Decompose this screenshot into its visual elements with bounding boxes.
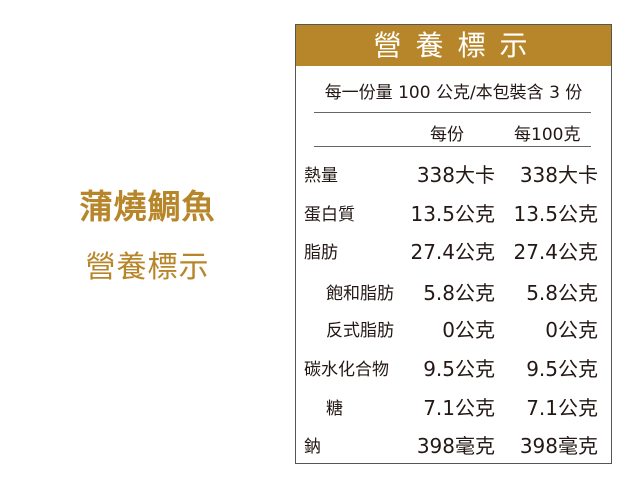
nutrient-row: 飽和脂肪 5.8公克 5.8公克 bbox=[296, 277, 611, 307]
nutrient-name: 脂肪 bbox=[304, 243, 338, 263]
nutrient-row: 蛋白質 13.5公克 13.5公克 bbox=[296, 198, 611, 228]
divider bbox=[314, 146, 591, 147]
per-100g-value: 5.8公克 bbox=[526, 281, 598, 305]
per-100g-value: 7.1公克 bbox=[526, 396, 598, 420]
per-serving-value: 398毫克 bbox=[416, 434, 495, 458]
nutrient-name: 飽和脂肪 bbox=[326, 284, 394, 304]
nutrient-row: 反式脂肪 0公克 0公克 bbox=[296, 314, 611, 344]
product-subtitle: 營養標示 bbox=[85, 250, 210, 285]
per-serving-value: 27.4公克 bbox=[410, 240, 495, 264]
nutrient-name: 糖 bbox=[326, 399, 343, 419]
label-header: 營養標示 bbox=[296, 25, 611, 66]
per-100g-value: 398毫克 bbox=[519, 434, 598, 458]
per-serving-value: 9.5公克 bbox=[423, 357, 495, 381]
per-serving-value: 5.8公克 bbox=[423, 281, 495, 305]
per-serving-value: 338大卡 bbox=[416, 163, 495, 187]
col-per-serving: 每份 bbox=[430, 125, 464, 145]
nutrient-row: 熱量 338大卡 338大卡 bbox=[296, 159, 611, 189]
per-100g-value: 9.5公克 bbox=[526, 357, 598, 381]
nutrient-row: 碳水化合物 9.5公克 9.5公克 bbox=[296, 353, 611, 383]
col-per-100g: 每100克 bbox=[514, 125, 581, 145]
per-serving-value: 7.1公克 bbox=[423, 396, 495, 420]
per-100g-value: 0公克 bbox=[545, 318, 598, 342]
product-name: 蒲燒鯛魚 bbox=[79, 187, 216, 226]
per-100g-value: 13.5公克 bbox=[513, 202, 598, 226]
nutrient-name: 鈉 bbox=[304, 437, 321, 457]
serving-info: 每一份量 100 公克/本包裝含 3 份 bbox=[324, 83, 583, 103]
nutrient-row: 糖 7.1公克 7.1公克 bbox=[296, 392, 611, 422]
divider bbox=[314, 112, 591, 113]
per-serving-value: 0公克 bbox=[442, 318, 495, 342]
per-serving-value: 13.5公克 bbox=[410, 202, 495, 226]
nutrition-label: 營養標示 每一份量 100 公克/本包裝含 3 份 每份 每100克 熱量 33… bbox=[295, 24, 612, 464]
nutrient-row: 脂肪 27.4公克 27.4公克 bbox=[296, 236, 611, 266]
nutrient-name: 蛋白質 bbox=[304, 205, 355, 225]
nutrient-name: 碳水化合物 bbox=[304, 360, 389, 380]
nutrient-name: 反式脂肪 bbox=[326, 321, 394, 341]
per-100g-value: 27.4公克 bbox=[513, 240, 598, 264]
nutrient-name: 熱量 bbox=[304, 166, 338, 186]
nutrient-row: 鈉 398毫克 398毫克 bbox=[296, 430, 611, 460]
per-100g-value: 338大卡 bbox=[519, 163, 598, 187]
